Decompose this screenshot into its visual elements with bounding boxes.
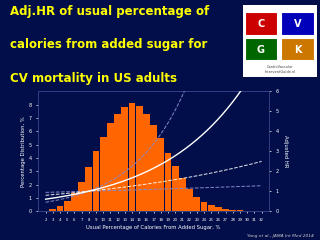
Text: G: G [257,45,265,55]
Text: Yang et al., JAMA Int Med 2014: Yang et al., JAMA Int Med 2014 [247,234,314,238]
Bar [122,107,128,211]
Bar [78,182,85,211]
Bar [107,123,114,211]
Bar [245,38,277,60]
Bar [114,114,121,211]
Text: K: K [294,45,301,55]
Bar [194,197,200,211]
Bar [208,205,214,211]
Bar [229,210,236,211]
Bar [186,189,193,211]
Bar [201,202,207,211]
Text: V: V [294,19,301,29]
Bar [244,210,251,211]
Bar [237,210,243,211]
Bar [179,178,186,211]
Text: Adj.HR of usual percentage of: Adj.HR of usual percentage of [10,5,209,18]
Text: calories from added sugar for: calories from added sugar for [10,38,207,51]
Bar [282,12,314,35]
Bar [64,201,70,211]
X-axis label: Usual Percentage of Calories From Added Sugar, %: Usual Percentage of Calories From Added … [86,225,221,230]
Bar [136,106,142,211]
Bar [93,151,99,211]
Bar [282,38,314,60]
FancyBboxPatch shape [243,5,317,77]
Bar [150,125,157,211]
Bar [245,12,277,35]
Bar [157,138,164,211]
Text: CardioVascular: CardioVascular [267,65,293,69]
Bar [50,209,56,211]
Y-axis label: Adjusted HR: Adjusted HR [283,135,288,167]
Bar [71,192,78,211]
Text: CV mortality in US adults: CV mortality in US adults [10,72,177,85]
Bar [143,114,150,211]
Text: InterventGuide.nl: InterventGuide.nl [264,70,296,74]
Bar [165,153,171,211]
Bar [129,103,135,211]
Bar [215,207,222,211]
Bar [85,167,92,211]
Bar [222,209,229,211]
Bar [57,206,63,211]
Text: C: C [257,19,265,29]
Y-axis label: Percentage Distribution, %: Percentage Distribution, % [20,116,26,186]
Bar [42,210,49,211]
Bar [172,166,179,211]
Bar [100,137,107,211]
